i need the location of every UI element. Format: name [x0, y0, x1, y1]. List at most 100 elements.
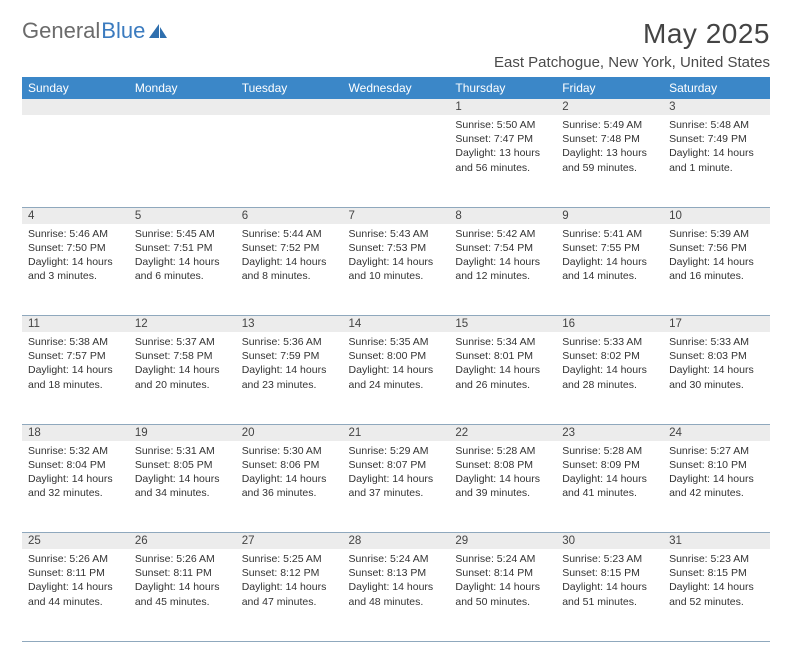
day-number-cell: 16 — [556, 316, 663, 333]
weekday-header: Friday — [556, 77, 663, 99]
day-content-cell: Sunrise: 5:31 AMSunset: 8:05 PMDaylight:… — [129, 441, 236, 533]
day-details: Sunrise: 5:37 AMSunset: 7:58 PMDaylight:… — [129, 332, 236, 396]
header: GeneralBlue May 2025 East Patchogue, New… — [22, 18, 770, 71]
day-number-cell: 11 — [22, 316, 129, 333]
day-details: Sunrise: 5:46 AMSunset: 7:50 PMDaylight:… — [22, 224, 129, 288]
day-number-row: 18192021222324 — [22, 424, 770, 441]
day-content-cell: Sunrise: 5:39 AMSunset: 7:56 PMDaylight:… — [663, 224, 770, 316]
day-content-cell: Sunrise: 5:24 AMSunset: 8:13 PMDaylight:… — [343, 549, 450, 641]
day-content-cell: Sunrise: 5:30 AMSunset: 8:06 PMDaylight:… — [236, 441, 343, 533]
day-number-cell: 13 — [236, 316, 343, 333]
day-content-cell: Sunrise: 5:27 AMSunset: 8:10 PMDaylight:… — [663, 441, 770, 533]
day-details: Sunrise: 5:30 AMSunset: 8:06 PMDaylight:… — [236, 441, 343, 505]
day-details: Sunrise: 5:48 AMSunset: 7:49 PMDaylight:… — [663, 115, 770, 179]
day-content-cell: Sunrise: 5:25 AMSunset: 8:12 PMDaylight:… — [236, 549, 343, 641]
day-content-cell: Sunrise: 5:34 AMSunset: 8:01 PMDaylight:… — [449, 332, 556, 424]
day-number-cell — [129, 99, 236, 115]
day-details: Sunrise: 5:45 AMSunset: 7:51 PMDaylight:… — [129, 224, 236, 288]
day-number-cell: 21 — [343, 424, 450, 441]
day-number-cell: 31 — [663, 533, 770, 550]
day-content-row: Sunrise: 5:26 AMSunset: 8:11 PMDaylight:… — [22, 549, 770, 641]
day-details: Sunrise: 5:49 AMSunset: 7:48 PMDaylight:… — [556, 115, 663, 179]
title-block: May 2025 East Patchogue, New York, Unite… — [494, 18, 770, 71]
day-number-cell — [236, 99, 343, 115]
day-content-cell — [129, 115, 236, 207]
brand-sail-icon — [147, 22, 169, 40]
day-details: Sunrise: 5:31 AMSunset: 8:05 PMDaylight:… — [129, 441, 236, 505]
day-content-cell: Sunrise: 5:23 AMSunset: 8:15 PMDaylight:… — [556, 549, 663, 641]
day-number-cell: 15 — [449, 316, 556, 333]
day-number-cell: 4 — [22, 207, 129, 224]
weekday-header: Thursday — [449, 77, 556, 99]
day-number-cell: 24 — [663, 424, 770, 441]
day-content-cell: Sunrise: 5:48 AMSunset: 7:49 PMDaylight:… — [663, 115, 770, 207]
brand-part1: General — [22, 18, 100, 44]
day-content-cell: Sunrise: 5:42 AMSunset: 7:54 PMDaylight:… — [449, 224, 556, 316]
day-content-cell: Sunrise: 5:46 AMSunset: 7:50 PMDaylight:… — [22, 224, 129, 316]
day-number-cell: 12 — [129, 316, 236, 333]
day-content-cell: Sunrise: 5:36 AMSunset: 7:59 PMDaylight:… — [236, 332, 343, 424]
day-details: Sunrise: 5:25 AMSunset: 8:12 PMDaylight:… — [236, 549, 343, 613]
day-content-cell: Sunrise: 5:33 AMSunset: 8:03 PMDaylight:… — [663, 332, 770, 424]
day-number-cell: 10 — [663, 207, 770, 224]
day-details: Sunrise: 5:26 AMSunset: 8:11 PMDaylight:… — [22, 549, 129, 613]
day-details: Sunrise: 5:42 AMSunset: 7:54 PMDaylight:… — [449, 224, 556, 288]
day-number-cell: 27 — [236, 533, 343, 550]
day-details: Sunrise: 5:43 AMSunset: 7:53 PMDaylight:… — [343, 224, 450, 288]
day-content-row: Sunrise: 5:32 AMSunset: 8:04 PMDaylight:… — [22, 441, 770, 533]
day-details: Sunrise: 5:28 AMSunset: 8:08 PMDaylight:… — [449, 441, 556, 505]
day-content-cell: Sunrise: 5:33 AMSunset: 8:02 PMDaylight:… — [556, 332, 663, 424]
day-content-cell: Sunrise: 5:24 AMSunset: 8:14 PMDaylight:… — [449, 549, 556, 641]
day-content-cell: Sunrise: 5:23 AMSunset: 8:15 PMDaylight:… — [663, 549, 770, 641]
day-details: Sunrise: 5:39 AMSunset: 7:56 PMDaylight:… — [663, 224, 770, 288]
day-content-cell: Sunrise: 5:44 AMSunset: 7:52 PMDaylight:… — [236, 224, 343, 316]
day-content-cell: Sunrise: 5:49 AMSunset: 7:48 PMDaylight:… — [556, 115, 663, 207]
day-number-cell: 14 — [343, 316, 450, 333]
day-number-cell: 19 — [129, 424, 236, 441]
day-content-cell: Sunrise: 5:28 AMSunset: 8:09 PMDaylight:… — [556, 441, 663, 533]
day-number-cell: 3 — [663, 99, 770, 115]
day-content-cell: Sunrise: 5:32 AMSunset: 8:04 PMDaylight:… — [22, 441, 129, 533]
weekday-header: Wednesday — [343, 77, 450, 99]
day-number-cell: 7 — [343, 207, 450, 224]
day-number-cell: 2 — [556, 99, 663, 115]
day-number-cell: 5 — [129, 207, 236, 224]
day-number-row: 25262728293031 — [22, 533, 770, 550]
day-details: Sunrise: 5:38 AMSunset: 7:57 PMDaylight:… — [22, 332, 129, 396]
day-number-cell — [343, 99, 450, 115]
day-number-row: 11121314151617 — [22, 316, 770, 333]
weekday-header-row: Sunday Monday Tuesday Wednesday Thursday… — [22, 77, 770, 99]
day-number-cell: 30 — [556, 533, 663, 550]
day-content-cell: Sunrise: 5:29 AMSunset: 8:07 PMDaylight:… — [343, 441, 450, 533]
day-number-cell: 1 — [449, 99, 556, 115]
day-number-cell: 6 — [236, 207, 343, 224]
day-content-cell: Sunrise: 5:43 AMSunset: 7:53 PMDaylight:… — [343, 224, 450, 316]
weekday-header: Monday — [129, 77, 236, 99]
day-details: Sunrise: 5:33 AMSunset: 8:03 PMDaylight:… — [663, 332, 770, 396]
day-details: Sunrise: 5:28 AMSunset: 8:09 PMDaylight:… — [556, 441, 663, 505]
day-content-cell: Sunrise: 5:41 AMSunset: 7:55 PMDaylight:… — [556, 224, 663, 316]
weekday-header: Tuesday — [236, 77, 343, 99]
day-details: Sunrise: 5:24 AMSunset: 8:14 PMDaylight:… — [449, 549, 556, 613]
weekday-header: Sunday — [22, 77, 129, 99]
day-details: Sunrise: 5:33 AMSunset: 8:02 PMDaylight:… — [556, 332, 663, 396]
calendar-table: Sunday Monday Tuesday Wednesday Thursday… — [22, 77, 770, 642]
day-content-cell: Sunrise: 5:38 AMSunset: 7:57 PMDaylight:… — [22, 332, 129, 424]
day-number-cell: 29 — [449, 533, 556, 550]
day-details: Sunrise: 5:24 AMSunset: 8:13 PMDaylight:… — [343, 549, 450, 613]
day-number-cell: 9 — [556, 207, 663, 224]
day-number-cell: 8 — [449, 207, 556, 224]
day-content-row: Sunrise: 5:38 AMSunset: 7:57 PMDaylight:… — [22, 332, 770, 424]
day-number-cell: 17 — [663, 316, 770, 333]
brand-part2: Blue — [101, 18, 145, 44]
day-details: Sunrise: 5:27 AMSunset: 8:10 PMDaylight:… — [663, 441, 770, 505]
day-details: Sunrise: 5:35 AMSunset: 8:00 PMDaylight:… — [343, 332, 450, 396]
day-content-cell: Sunrise: 5:35 AMSunset: 8:00 PMDaylight:… — [343, 332, 450, 424]
day-content-row: Sunrise: 5:50 AMSunset: 7:47 PMDaylight:… — [22, 115, 770, 207]
day-number-row: 45678910 — [22, 207, 770, 224]
day-content-cell — [343, 115, 450, 207]
day-number-cell: 22 — [449, 424, 556, 441]
day-number-cell: 23 — [556, 424, 663, 441]
day-details: Sunrise: 5:34 AMSunset: 8:01 PMDaylight:… — [449, 332, 556, 396]
day-content-cell: Sunrise: 5:26 AMSunset: 8:11 PMDaylight:… — [129, 549, 236, 641]
